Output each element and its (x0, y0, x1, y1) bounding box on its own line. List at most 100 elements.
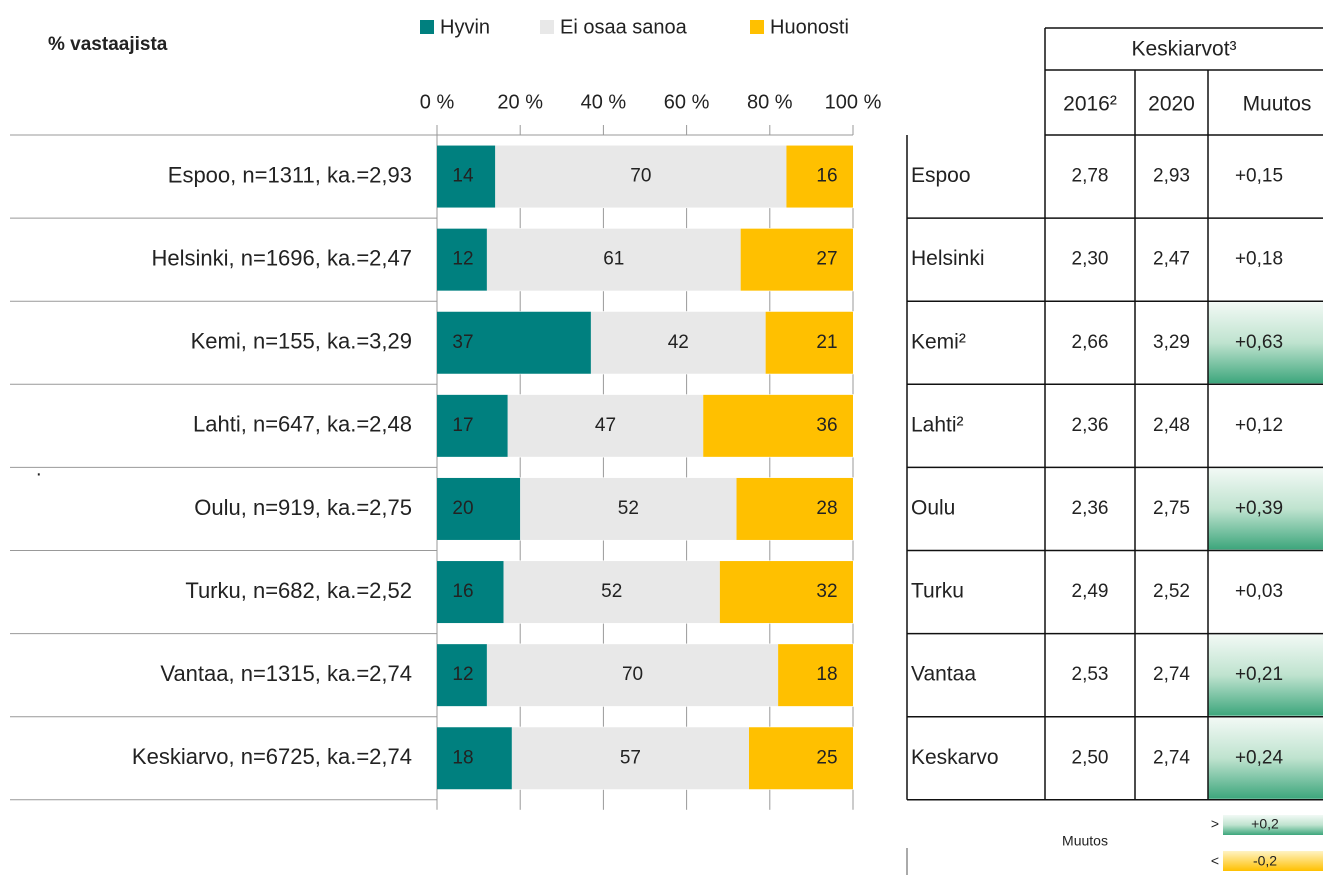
data-label: 70 (630, 166, 651, 187)
table-cell: 2,93 (1153, 166, 1190, 187)
bar-segment (437, 644, 487, 707)
table-cell: 2,78 (1072, 166, 1109, 187)
row-label: Espoo (911, 164, 971, 187)
chart-title: % vastaajista (48, 34, 168, 55)
data-label: 18 (452, 747, 473, 768)
bar-segment (740, 228, 853, 291)
legend-swatch (540, 20, 554, 34)
note: . (36, 458, 42, 480)
row-label: Lahti² (911, 413, 964, 436)
data-label: 25 (816, 747, 837, 768)
bar-segment (765, 311, 853, 374)
highlight-cell (1208, 634, 1323, 716)
bar-segment (786, 145, 853, 208)
bar-segment (437, 228, 487, 291)
x-tick-label: 100 % (825, 91, 882, 113)
row-label: Oulu (911, 496, 955, 519)
y-tick-label: Keskiarvo, n=6725, ka.=2,74 (132, 744, 412, 769)
data-label: 47 (595, 415, 616, 436)
y-tick-label: Vantaa, n=1315, ka.=2,74 (160, 661, 412, 686)
data-label: 20 (452, 498, 473, 519)
bar-segment (437, 477, 521, 540)
table-cell: 2,36 (1072, 415, 1109, 436)
bar-segment (736, 477, 853, 540)
table-title: Keskiarvot³ (1131, 38, 1236, 61)
table-cell: +0,21 (1235, 664, 1283, 685)
table-cell: +0,15 (1235, 166, 1283, 187)
y-tick-label: Lahti, n=647, ka.=2,48 (193, 412, 412, 437)
data-label: 32 (816, 581, 837, 602)
table-cell: 2,36 (1072, 498, 1109, 519)
row-label: Vantaa (911, 663, 976, 686)
table-cell: 2,50 (1072, 747, 1109, 768)
table-cell: +0,18 (1235, 249, 1283, 270)
table-cell: +0,39 (1235, 498, 1283, 519)
table-cell: 2,74 (1153, 747, 1190, 768)
y-tick-label: Espoo, n=1311, ka.=2,93 (168, 162, 412, 187)
legend-label: Huonosti (770, 16, 849, 38)
bar-segment (520, 477, 737, 540)
data-label: 16 (452, 581, 473, 602)
data-label: 12 (452, 664, 473, 685)
bar-segment (719, 561, 853, 624)
legend-swatch (750, 20, 764, 34)
column-header: 2020 (1148, 93, 1195, 116)
data-label: 12 (452, 249, 473, 270)
data-label: 16 (816, 166, 837, 187)
x-tick-label: 0 % (420, 91, 455, 113)
column-header: 2016² (1063, 93, 1117, 116)
y-tick-label: Helsinki, n=1696, ka.=2,47 (151, 245, 412, 270)
bar-segment (437, 561, 504, 624)
x-tick-label: 20 % (497, 91, 543, 113)
data-label: 42 (668, 332, 689, 353)
legend-value: +0,2 (1251, 816, 1279, 832)
row-label: Helsinki (911, 247, 985, 270)
table-cell: +0,03 (1235, 581, 1283, 602)
data-label: 14 (452, 166, 474, 187)
data-label: 36 (816, 415, 837, 436)
data-label: 57 (620, 747, 641, 768)
data-label: 70 (622, 664, 643, 685)
data-label: 61 (603, 249, 624, 270)
table-cell: 2,53 (1072, 664, 1109, 685)
legend-swatch (420, 20, 434, 34)
table-cell: 2,52 (1153, 581, 1190, 602)
bar-segment (437, 394, 508, 457)
legend-box (1223, 851, 1323, 871)
table-cell: 2,66 (1072, 332, 1109, 353)
data-label: 18 (816, 664, 837, 685)
data-label: 52 (601, 581, 622, 602)
table-cell: 2,75 (1153, 498, 1190, 519)
table-cell: 2,47 (1153, 249, 1190, 270)
data-label: 52 (618, 498, 639, 519)
bar-segment (486, 228, 741, 291)
legend-label: Hyvin (440, 16, 490, 38)
bar-segment (437, 727, 512, 790)
bar-segment (495, 145, 787, 208)
data-label: 17 (452, 415, 473, 436)
table-cell: 3,29 (1153, 332, 1190, 353)
bar-segment (437, 311, 591, 374)
bar-segment (778, 644, 853, 707)
table-cell: 2,49 (1072, 581, 1109, 602)
y-tick-label: Kemi, n=155, ka.=3,29 (191, 329, 412, 354)
bar-segment (511, 727, 749, 790)
highlight-cell (1208, 302, 1323, 384)
data-label: 37 (452, 332, 473, 353)
table-cell: +0,12 (1235, 415, 1283, 436)
x-tick-label: 60 % (664, 91, 710, 113)
bar-segment (486, 644, 779, 707)
row-label: Kemi² (911, 330, 966, 353)
column-header: Muutos (1243, 93, 1312, 116)
bar-segment (703, 394, 853, 457)
bar-segment (749, 727, 853, 790)
highlight-cell (1208, 717, 1323, 799)
data-label: 21 (816, 332, 837, 353)
bar-segment (437, 145, 496, 208)
legend-label: Ei osaa sanoa (560, 16, 688, 38)
row-label: Keskarvo (911, 746, 999, 769)
legend-title: Muutos (1062, 833, 1108, 849)
data-label: 28 (816, 498, 837, 519)
table-cell: +0,63 (1235, 332, 1283, 353)
y-tick-label: Oulu, n=919, ka.=2,75 (194, 495, 412, 520)
